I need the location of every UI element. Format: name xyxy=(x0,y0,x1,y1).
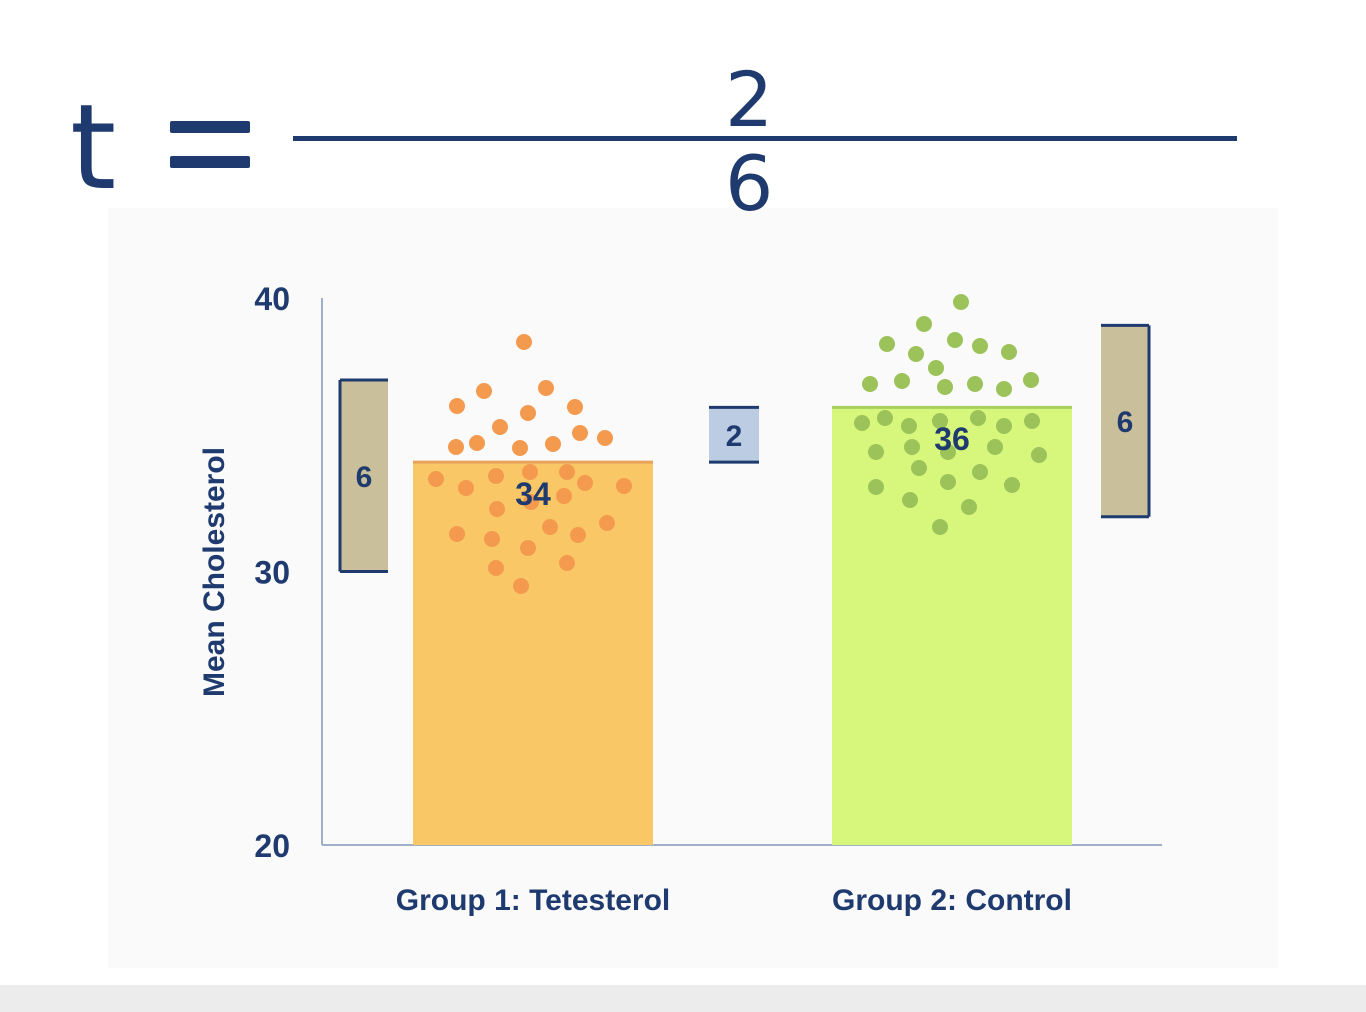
group2-spread-label: 6 xyxy=(1117,406,1134,439)
data-dot xyxy=(428,471,444,487)
data-dot xyxy=(476,383,492,399)
data-dot xyxy=(932,413,948,429)
data-dot xyxy=(616,478,632,494)
data-dot xyxy=(901,418,917,434)
bar-value-label: 34 xyxy=(515,476,551,512)
data-dot xyxy=(488,560,504,576)
data-dot xyxy=(1024,413,1040,429)
data-dot xyxy=(970,410,986,426)
fraction-bar xyxy=(293,136,1237,141)
data-dot xyxy=(1001,344,1017,360)
data-dot xyxy=(484,531,500,547)
t-symbol: t xyxy=(70,78,117,216)
mean-difference-bracket xyxy=(709,407,759,463)
data-dot xyxy=(928,360,944,376)
bar xyxy=(413,462,653,845)
data-dot xyxy=(987,439,1003,455)
group1-spread-label: 6 xyxy=(356,461,373,494)
y-tick-label: 20 xyxy=(254,828,290,864)
fraction-numerator: 2 xyxy=(725,55,774,144)
data-dot xyxy=(868,479,884,495)
group2-spread-bracket xyxy=(1101,325,1149,517)
data-dot xyxy=(559,464,575,480)
data-dot xyxy=(972,464,988,480)
data-dot xyxy=(894,373,910,389)
data-dot xyxy=(545,436,561,452)
data-dot xyxy=(862,376,878,392)
data-dot xyxy=(469,435,485,451)
data-dot xyxy=(972,338,988,354)
data-dot xyxy=(538,380,554,396)
chart-panel xyxy=(108,208,1278,968)
data-dot xyxy=(520,405,536,421)
data-dot xyxy=(996,381,1012,397)
data-dot xyxy=(953,294,969,310)
data-dot xyxy=(488,468,504,484)
data-dot xyxy=(523,494,539,510)
data-dot xyxy=(458,480,474,496)
equals-sign-bottom xyxy=(170,156,250,168)
data-dot xyxy=(932,519,948,535)
data-dot xyxy=(937,379,953,395)
data-dot xyxy=(512,440,528,456)
bottom-bar xyxy=(0,985,1366,1012)
data-dot xyxy=(449,398,465,414)
equals-sign-top xyxy=(170,121,250,133)
data-dot xyxy=(597,430,613,446)
data-dot xyxy=(1031,447,1047,463)
data-dot xyxy=(854,415,870,431)
data-dot xyxy=(1023,372,1039,388)
category-label: Group 1: Tetesterol xyxy=(396,884,670,917)
data-dot xyxy=(572,425,588,441)
data-dot xyxy=(911,460,927,476)
data-dot xyxy=(940,444,956,460)
data-dot xyxy=(559,555,575,571)
data-dot xyxy=(492,419,508,435)
group1-spread-bracket xyxy=(340,380,388,572)
data-dot xyxy=(908,346,924,362)
data-dot xyxy=(902,492,918,508)
data-dot xyxy=(904,439,920,455)
data-dot xyxy=(448,439,464,455)
data-dot xyxy=(996,418,1012,434)
data-dot xyxy=(1004,477,1020,493)
fraction-denominator: 6 xyxy=(725,139,774,228)
bar xyxy=(832,407,1072,845)
data-dot xyxy=(513,578,529,594)
data-dot xyxy=(599,515,615,531)
data-dot xyxy=(879,336,895,352)
data-dot xyxy=(567,399,583,415)
data-dot xyxy=(516,334,532,350)
data-dot xyxy=(916,316,932,332)
data-dot xyxy=(961,499,977,515)
data-dot xyxy=(556,488,572,504)
data-dot xyxy=(520,540,536,556)
data-dot xyxy=(577,475,593,491)
data-dot xyxy=(868,444,884,460)
data-dot xyxy=(570,527,586,543)
t-formula: t 2 6 xyxy=(0,0,1366,228)
data-dot xyxy=(522,464,538,480)
y-tick-label: 40 xyxy=(254,281,290,317)
data-dot xyxy=(947,332,963,348)
data-dot xyxy=(489,501,505,517)
data-dot xyxy=(449,526,465,542)
data-dot xyxy=(967,376,983,392)
y-tick-label: 30 xyxy=(254,555,290,591)
data-dot xyxy=(940,474,956,490)
mean-difference-label: 2 xyxy=(726,420,743,453)
y-axis-label: Mean Cholesterol xyxy=(198,447,231,697)
data-dot xyxy=(877,410,893,426)
category-label: Group 2: Control xyxy=(832,884,1072,917)
bar-value-label: 36 xyxy=(934,421,970,457)
data-dot xyxy=(542,519,558,535)
